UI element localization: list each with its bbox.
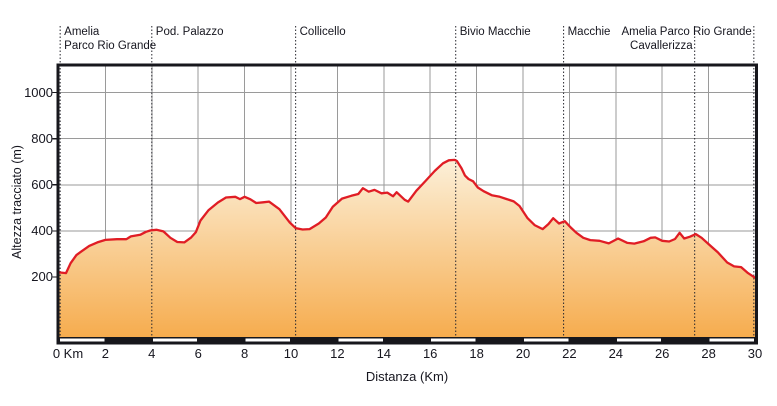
waypoint-label-line: Collicello (299, 26, 346, 38)
x-tick-label: 16 (422, 346, 438, 361)
waypoint-label: Bivio Macchie (460, 25, 531, 39)
waypoint-dashed-lines (59, 26, 755, 337)
x-tick-label: 10 (283, 346, 299, 361)
y-tick-label: 1000 (24, 84, 53, 100)
x-tick-label: 6 (194, 346, 202, 361)
waypoint-label-line: Cavallerizza (630, 40, 693, 52)
waypoint-label: Amelia Parco Rio Grande (64, 25, 156, 53)
km-bar-white-segment (338, 338, 383, 343)
x-tick-label: 24 (608, 346, 624, 361)
km-bar-white-segment (616, 338, 662, 343)
waypoint-label-line: Amelia (64, 26, 100, 38)
x-tick-label: 14 (376, 346, 392, 361)
x-tick-label: 22 (562, 346, 577, 361)
x-tick-label: 0 Km (52, 346, 84, 361)
waypoint-label-line: Bivio Macchie (459, 26, 531, 38)
x-tick-label: 26 (654, 346, 670, 361)
plot-frame (56, 63, 758, 345)
y-tick-label: 600 (31, 176, 53, 192)
waypoint-label-line: Pod. Palazzo (155, 26, 224, 38)
elevation-area-fill (59, 159, 755, 337)
waypoint-label: Collicello (300, 25, 346, 39)
km-bar-white-segment (431, 338, 476, 343)
km-bar-white-segment (709, 338, 754, 343)
x-tick-label: 18 (469, 346, 484, 361)
waypoint-label-line: Amelia Parco Rio Grande (621, 26, 752, 38)
km-bar-white-segment (245, 338, 290, 343)
y-tick-label: 800 (31, 130, 53, 146)
x-tick-label: 30 (747, 346, 763, 361)
km-bar (59, 337, 755, 344)
x-tick-label: 12 (330, 346, 345, 361)
waypoint-label-line: Macchie (567, 26, 611, 38)
x-tick-label: 4 (148, 346, 156, 361)
x-tick-label: 8 (240, 346, 249, 361)
waypoint-label: Cavallerizza (630, 25, 693, 53)
waypoint-label: Pod. Palazzo (156, 25, 224, 39)
km-bar-white-segment (152, 338, 198, 343)
x-axis-title: Distanza (Km) (365, 369, 449, 384)
waypoint-label-line: Parco Rio Grande (64, 40, 157, 52)
km-bar-white-segment (524, 338, 569, 343)
y-tick-label: 400 (31, 223, 53, 239)
y-tick-label: 200 (31, 269, 53, 285)
waypoint-label: Amelia Parco Rio Grande (621, 25, 751, 39)
y-axis-ticks (52, 91, 57, 278)
x-tick-label: 20 (515, 346, 531, 361)
elevation-line (57, 158, 757, 279)
km-bar-white-segment (60, 338, 105, 343)
waypoint-label: Macchie (568, 25, 611, 39)
x-tick-label: 28 (701, 346, 716, 361)
km-bar-base (59, 337, 755, 344)
y-axis-title: Altezza tracciato (m) (10, 145, 24, 259)
x-tick-label: 2 (101, 346, 110, 361)
